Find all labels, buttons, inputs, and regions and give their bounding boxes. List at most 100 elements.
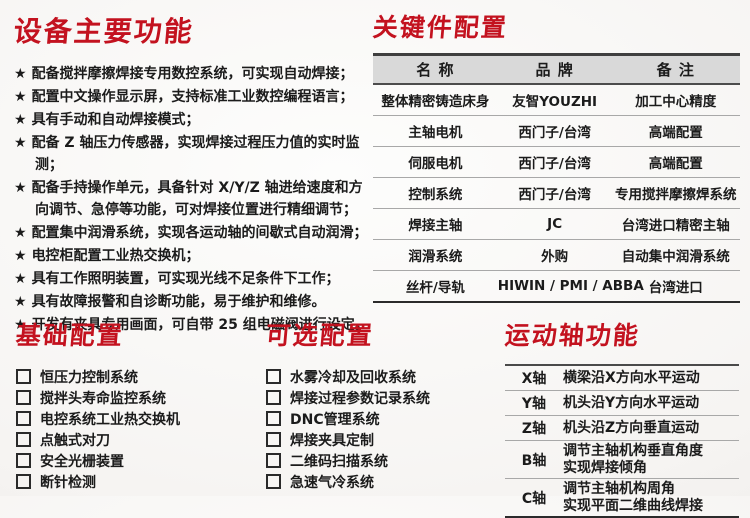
cell-brand: JC bbox=[497, 208, 612, 240]
checkbox-icon bbox=[16, 390, 31, 405]
config-item-label: 搅拌头寿命监控系统 bbox=[40, 390, 166, 407]
axis-description-line: 实现平面二维曲线焊接 bbox=[563, 497, 703, 514]
basic-config-section: 基础配置 恒压力控制系统 搅拌头寿命监控系统 电控系统工业热交换机 点触式对刀 … bbox=[14, 316, 254, 492]
column-header-brand: 品 牌 bbox=[497, 54, 612, 85]
key-components-section: 关键件配置 名 称 品 牌 备 注 整体精密铸造床身 友智YOUZHI 加工中心… bbox=[372, 8, 740, 303]
config-item: 急速气冷系统 bbox=[266, 471, 498, 492]
feature-list: ★ 配备搅拌摩擦焊接专用数控系统，可实现自动焊接； ★ 配置中文操作显示屏，支持标准… bbox=[14, 63, 372, 336]
config-item-label: DNC管理系统 bbox=[290, 411, 380, 428]
column-header-note: 备 注 bbox=[611, 54, 740, 85]
config-item: 断针检测 bbox=[16, 471, 254, 492]
checkbox-icon bbox=[16, 474, 31, 489]
feature-item-text: 具有工作照明装置，可实现光线不足条件下工作； bbox=[31, 271, 340, 287]
feature-item: ★ 具有故障报警和自诊断功能，易于维护和维修。 bbox=[14, 291, 372, 313]
config-item: 焊接夹具定制 bbox=[266, 429, 498, 450]
column-header-name: 名 称 bbox=[373, 54, 498, 85]
axes-title: 运动轴功能 bbox=[503, 321, 642, 350]
cell-note: 自动集中润滑系统 bbox=[611, 239, 740, 271]
axis-description-line: 机头沿Z方向垂直运动 bbox=[563, 419, 700, 436]
checkbox-icon bbox=[266, 474, 281, 489]
axis-row: B轴 调节主轴机构垂直角度 实现焊接倾角 bbox=[505, 441, 739, 479]
cell-note: 高端配置 bbox=[611, 146, 740, 178]
config-item-label: 点触式对刀 bbox=[40, 432, 110, 449]
optional-config-list: 水雾冷却及回收系统 焊接过程参数记录系统 DNC管理系统 焊接夹具定制 二维码扫… bbox=[266, 366, 498, 492]
feature-item: ★ 配置集中润滑系统，实现各运动轴的间歇式自动润滑； bbox=[14, 222, 372, 244]
config-item: 电控系统工业热交换机 bbox=[16, 408, 254, 429]
axis-description: 调节主轴机构周角 实现平面二维曲线焊接 bbox=[563, 481, 739, 514]
axis-description-line: 调节主轴机构垂直角度 bbox=[563, 443, 703, 459]
feature-item-text: 配置中文操作显示屏，支持标准工业数控编程语言； bbox=[31, 89, 354, 105]
checkbox-icon bbox=[16, 432, 31, 447]
cell-name: 整体精密铸造床身 bbox=[373, 84, 498, 116]
basic-config-list: 恒压力控制系统 搅拌头寿命监控系统 电控系统工业热交换机 点触式对刀 安全光栅装… bbox=[16, 366, 254, 492]
axis-description: 横梁沿X方向水平运动 bbox=[563, 370, 739, 387]
table-row: 丝杆/导轨 HIWIN / PMI / ABBA 台湾进口 bbox=[373, 271, 740, 303]
axes-table: X轴 横梁沿X方向水平运动 Y轴 机头沿Y方向水平运动 Z轴 机头沿Z方向垂直运… bbox=[505, 364, 739, 518]
table-row: 润滑系统 外购 自动集中润滑系统 bbox=[373, 239, 740, 271]
config-item-label: 断针检测 bbox=[40, 474, 96, 491]
config-item-label: 安全光栅装置 bbox=[40, 453, 124, 470]
config-item: 水雾冷却及回收系统 bbox=[266, 366, 498, 387]
config-item: 搅拌头寿命监控系统 bbox=[16, 387, 254, 408]
star-icon: ★ bbox=[14, 294, 27, 310]
feature-item-text: 配置集中润滑系统，实现各运动轴的间歇式自动润滑； bbox=[31, 225, 368, 241]
features-section: 设备主要功能 ★ 配备搅拌摩擦焊接专用数控系统，可实现自动焊接； ★ 配置中文操作显… bbox=[12, 10, 372, 337]
checkbox-icon bbox=[16, 453, 31, 468]
checkbox-icon bbox=[16, 411, 31, 426]
config-item: 二维码扫描系统 bbox=[266, 450, 498, 471]
cell-name: 丝杆/导轨 bbox=[405, 280, 465, 296]
config-item-label: 急速气冷系统 bbox=[290, 474, 374, 491]
axis-name: Z轴 bbox=[521, 421, 547, 437]
axis-description: 机头沿Z方向垂直运动 bbox=[563, 420, 739, 437]
config-item-label: 水雾冷却及回收系统 bbox=[290, 369, 416, 386]
cell-name: 主轴电机 bbox=[373, 115, 498, 147]
feature-item-text: 具有手动和自动焊接模式； bbox=[31, 112, 200, 128]
cell-name: 焊接主轴 bbox=[373, 208, 498, 240]
feature-item: ★ 具有工作照明装置，可实现光线不足条件下工作； bbox=[14, 268, 372, 290]
table-row: 整体精密铸造床身 友智YOUZHI 加工中心精度 bbox=[373, 84, 740, 116]
feature-item-text: 配备 Z 轴压力传感器，实现焊接过程压力值的实时监测； bbox=[31, 135, 360, 173]
axis-description: 机头沿Y方向水平运动 bbox=[563, 395, 739, 412]
axis-description: 调节主轴机构垂直角度 实现焊接倾角 bbox=[563, 443, 739, 476]
star-icon: ★ bbox=[14, 180, 27, 196]
table-header-row: 名 称 品 牌 备 注 bbox=[373, 54, 740, 85]
cell-brand: 西门子/台湾 bbox=[497, 146, 612, 178]
axis-description-line: 实现焊接倾角 bbox=[563, 459, 647, 476]
config-item: 恒压力控制系统 bbox=[16, 366, 254, 387]
axis-description-line: 机头沿Y方向水平运动 bbox=[563, 394, 700, 411]
optional-config-title: 可选配置 bbox=[264, 321, 376, 350]
table-row: 焊接主轴 JC 台湾进口精密主轴 bbox=[373, 208, 740, 240]
config-item-label: 二维码扫描系统 bbox=[290, 453, 388, 470]
table-row: 主轴电机 西门子/台湾 高端配置 bbox=[373, 115, 740, 147]
cell-name: 润滑系统 bbox=[373, 239, 498, 271]
cell-brand: 西门子/台湾 bbox=[497, 177, 612, 209]
cell-brand: HIWIN / PMI / ABBA bbox=[497, 278, 644, 294]
checkbox-icon bbox=[266, 432, 281, 447]
basic-config-title: 基础配置 bbox=[14, 321, 126, 350]
cell-note: 加工中心精度 bbox=[611, 84, 740, 116]
star-icon: ★ bbox=[14, 135, 27, 151]
config-item-label: 焊接夹具定制 bbox=[290, 432, 374, 449]
config-item: DNC管理系统 bbox=[266, 408, 498, 429]
star-icon: ★ bbox=[14, 66, 27, 82]
checkbox-icon bbox=[266, 411, 281, 426]
axis-row: X轴 横梁沿X方向水平运动 bbox=[505, 366, 739, 391]
feature-item: ★ 具有手动和自动焊接模式； bbox=[14, 109, 372, 131]
config-item: 点触式对刀 bbox=[16, 429, 254, 450]
cell-name: 控制系统 bbox=[373, 177, 498, 209]
config-item: 焊接过程参数记录系统 bbox=[266, 387, 498, 408]
checkbox-icon bbox=[266, 369, 281, 384]
cell-note: 台湾进口精密主轴 bbox=[611, 208, 740, 240]
feature-item-text: 电控柜配置工业热交换机； bbox=[31, 248, 200, 264]
axis-name: B轴 bbox=[521, 452, 547, 469]
cell-note: 高端配置 bbox=[611, 115, 740, 147]
feature-item-text: 开发有夹具专用画面，可自带 25 组电磁阀进行设定。 bbox=[31, 317, 369, 333]
star-icon: ★ bbox=[14, 317, 27, 333]
config-item-label: 电控系统工业热交换机 bbox=[40, 411, 180, 428]
feature-item: ★ 配备搅拌摩擦焊接专用数控系统，可实现自动焊接； bbox=[14, 63, 372, 85]
checkbox-icon bbox=[266, 453, 281, 468]
table-row: 控制系统 西门子/台湾 专用搅拌摩擦焊系统 bbox=[373, 177, 740, 209]
feature-item-text: 具有故障报警和自诊断功能，易于维护和维修。 bbox=[31, 294, 326, 310]
key-components-table: 名 称 品 牌 备 注 整体精密铸造床身 友智YOUZHI 加工中心精度 主轴电… bbox=[373, 53, 740, 303]
config-item-label: 焊接过程参数记录系统 bbox=[290, 390, 430, 407]
